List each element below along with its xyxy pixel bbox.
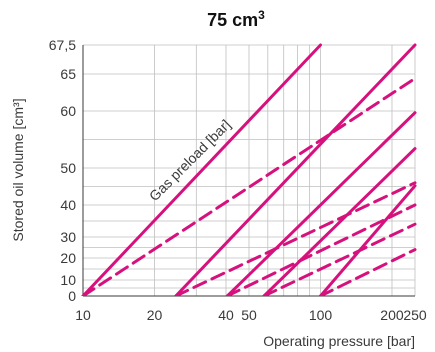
series-line-solid: [262, 147, 417, 296]
chart-title: 75 cm3: [207, 8, 265, 30]
x-tick-label: 100: [309, 307, 333, 323]
x-axis-label: Operating pressure [bar]: [263, 333, 415, 349]
x-tick-label: 250: [403, 307, 427, 323]
x-tick-label: 20: [147, 307, 163, 323]
y-tick-label: 30: [60, 229, 76, 245]
x-tick-labels: 10 20 40 50 100 200 250: [75, 307, 427, 323]
y-axis-label: Stored oil volume [cm³]: [10, 98, 26, 241]
chart-title-superscript: 3: [258, 8, 265, 22]
x-tick-label: 40: [218, 307, 234, 323]
series-line-solid: [174, 43, 417, 296]
x-tick-label: 200: [380, 307, 404, 323]
y-tick-label: 0: [68, 288, 76, 304]
y-tick-label: 20: [60, 250, 76, 266]
series-line-dashed: [262, 222, 417, 296]
series-line-dashed: [319, 248, 417, 296]
gas-preload-annotation: Gas preload [bar]: [146, 116, 234, 204]
y-tick-label: 65: [60, 66, 76, 82]
series-line-dashed: [174, 181, 417, 296]
y-tick-label: 67,5: [49, 37, 76, 53]
series-line-solid: [81, 43, 322, 296]
series-line-solid: [319, 184, 417, 296]
y-tick-label: 10: [60, 272, 76, 288]
series-line-solid: [225, 111, 417, 296]
x-tick-label: 50: [241, 307, 257, 323]
axes: [82, 45, 415, 297]
series-line-dashed: [81, 76, 417, 296]
y-tick-labels: 010 20 30 40 50 60 65 67,5: [49, 37, 76, 304]
y-tick-label: 40: [60, 197, 76, 213]
x-tick-label: 10: [75, 307, 91, 323]
series-lines: [81, 43, 417, 296]
y-tick-label: 50: [60, 160, 76, 176]
grid: [82, 44, 416, 297]
chart-title-main: 75 cm: [207, 10, 258, 30]
y-tick-label: 60: [60, 103, 76, 119]
